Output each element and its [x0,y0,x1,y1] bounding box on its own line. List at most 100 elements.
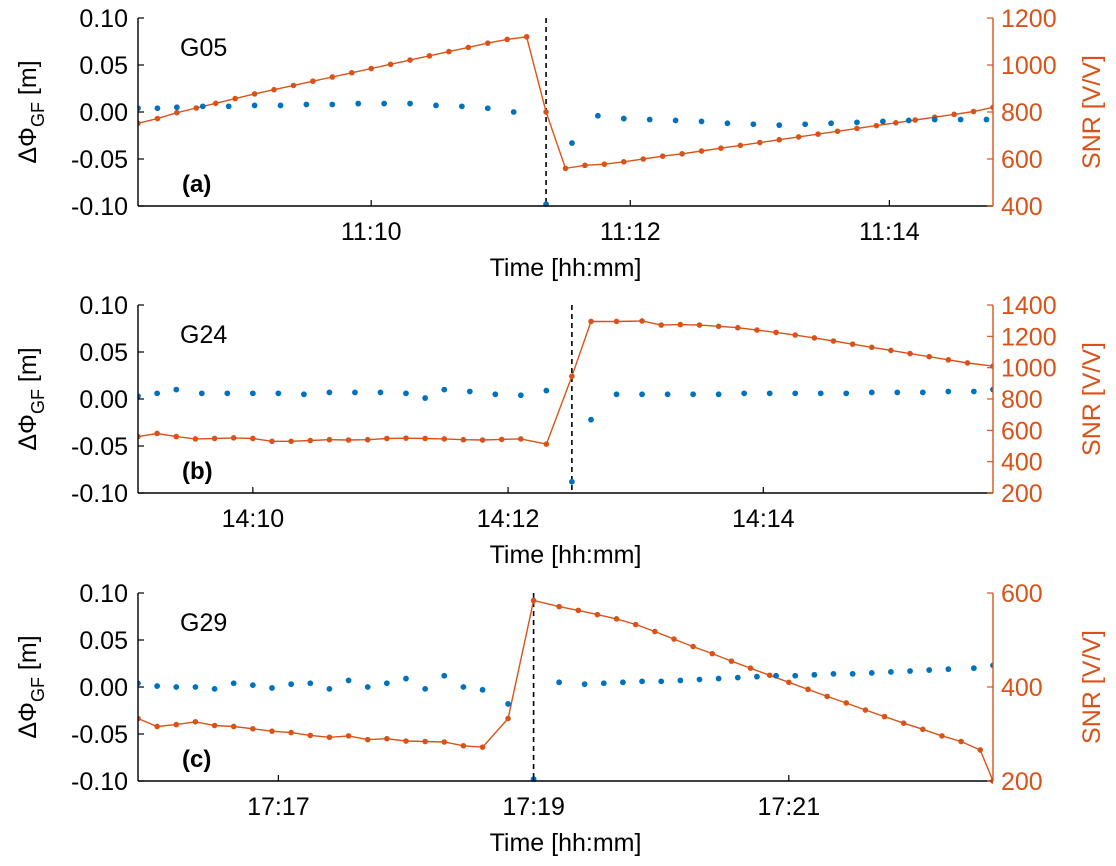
phase-point [690,391,697,398]
snr-point [893,120,899,126]
phase-point [792,672,799,679]
snr-point [460,436,467,443]
right-tick-label: 1200 [1001,5,1057,33]
x-tick-label: 14:14 [732,505,795,533]
snr-point [192,718,199,725]
snr-point [307,732,314,739]
phase-point [441,386,448,393]
left-tick-label: -0.10 [71,480,128,508]
snr-point [173,433,180,440]
phase-point [588,416,594,423]
phase-point [275,390,282,397]
snr-point [345,733,352,739]
snr-point [588,318,594,325]
phase-point [750,121,757,128]
left-axis-label-sub: GF [28,389,48,414]
snr-point [696,322,703,328]
phase-point [422,395,429,401]
snr-point [329,74,336,80]
phase-point [658,678,665,685]
left-tick-label: -0.10 [71,193,128,221]
phase-point [211,685,218,692]
left-tick-label: 0.00 [79,386,128,414]
snr-point [364,736,371,743]
snr-point [251,91,258,97]
snr-point [460,742,467,749]
snr-point [805,686,811,693]
phase-point [433,102,439,109]
phase-point [355,100,362,107]
snr-point [173,721,180,728]
right-tick-label: 400 [1001,449,1043,477]
snr-point [345,437,352,443]
phase-point [466,388,473,395]
phase-point [154,105,161,112]
phase-point [715,391,722,398]
snr-point [211,435,218,442]
snr-point [698,148,705,154]
snr-point [854,125,860,132]
phase-point [754,673,760,680]
snr-point [154,430,160,437]
phase-point [173,104,180,111]
left-tick-label: 0.10 [79,292,128,320]
right-tick-label: 800 [1001,386,1043,414]
phase-point [620,679,626,686]
phase-point [517,392,524,399]
phase-point [639,678,645,685]
snr-point [939,733,945,739]
phase-point [888,669,894,675]
phase-point [945,388,952,395]
left-tick-label: -0.05 [71,433,128,461]
phase-point [849,670,856,677]
phase-point [458,103,465,110]
left-tick-label: 0.00 [79,674,128,702]
x-tick-label: 17:21 [758,793,821,821]
phase-point [154,683,161,689]
snr-point [271,86,277,93]
snr-point [154,115,161,122]
right-tick-label: 600 [1001,417,1043,445]
snr-point [709,650,716,657]
phase-point [600,680,607,687]
left-tick-label: 0.00 [79,99,128,127]
left-axis-label-main: ΔΦ [14,702,42,739]
snr-point [269,438,275,445]
snr-point [795,134,802,140]
snr-point [479,437,486,443]
snr-point [326,734,333,741]
snr-point [632,621,639,628]
snr-point [523,34,530,40]
snr-point [849,341,856,347]
phase-point [492,391,499,398]
snr-point [543,109,549,115]
snr-point [407,57,413,63]
phase-point [817,390,824,397]
plot-area [138,34,993,208]
phase-point [326,389,333,396]
snr-point [484,40,491,46]
snr-point [977,747,984,753]
phase-point [677,677,684,684]
chart-panel-g29: 0.10 0.05 0.00 -0.05 -0.10 600 400 200 17:17 17:1… [14,580,1106,857]
x-tick-label: 11:12 [600,218,661,246]
phase-point [199,103,206,110]
snr-point [403,738,409,744]
phase-point [422,685,429,692]
snr-point [734,324,741,331]
snr-point [786,679,792,686]
phase-point [377,389,384,396]
phase-point [868,670,875,676]
snr-point [575,607,582,614]
right-tick-label: 600 [1001,580,1043,608]
x-axis-label: Time [hh:mm] [490,829,642,857]
snr-point [907,350,913,357]
x-tick-label: 11:10 [341,218,402,246]
right-tick-label: 400 [1001,193,1043,221]
snr-point [193,105,200,111]
left-tick-label: -0.10 [71,768,128,796]
snr-point [441,436,448,442]
snr-point [290,82,297,89]
snr-point [556,603,562,610]
